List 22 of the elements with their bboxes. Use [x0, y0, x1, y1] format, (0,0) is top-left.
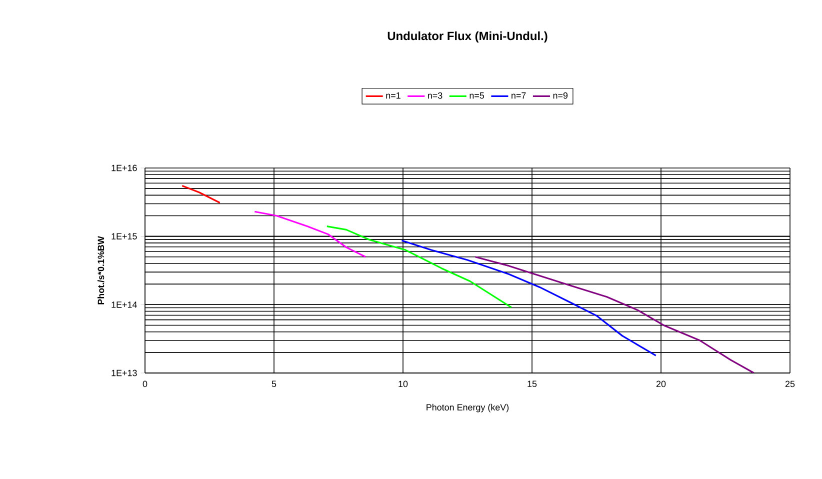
x-tick-label: 10 [398, 380, 408, 388]
x-tick-label: 15 [528, 380, 537, 388]
y-tick-label: 1E+15 [112, 233, 137, 240]
x-tick-label: 25 [785, 380, 795, 388]
y-tick-label: 1E+14 [112, 302, 137, 308]
legend-label: n=1 [386, 92, 400, 99]
line-series [326, 226, 512, 308]
x-axis-title: Photon Energy (keV) [426, 404, 509, 412]
line-series [254, 210, 366, 258]
legend-label: n=7 [512, 92, 526, 99]
x-tick-label: 5 [272, 380, 276, 388]
y-tick-label: 1E+13 [112, 370, 137, 376]
legend-label: n=5 [470, 92, 484, 99]
line-series [474, 256, 755, 373]
chart-title: Undulator Flux (Mini-Undul.) [388, 31, 548, 43]
x-tick-label: 20 [656, 380, 666, 388]
y-tick-label: 1E+16 [112, 164, 137, 172]
line-series [400, 240, 657, 356]
legend-label: n=3 [428, 92, 442, 99]
x-tick-label: 0 [142, 380, 148, 388]
y-axis-title: Phot./s*0.1%BW [98, 236, 104, 304]
legend-label: n=9 [553, 92, 568, 99]
